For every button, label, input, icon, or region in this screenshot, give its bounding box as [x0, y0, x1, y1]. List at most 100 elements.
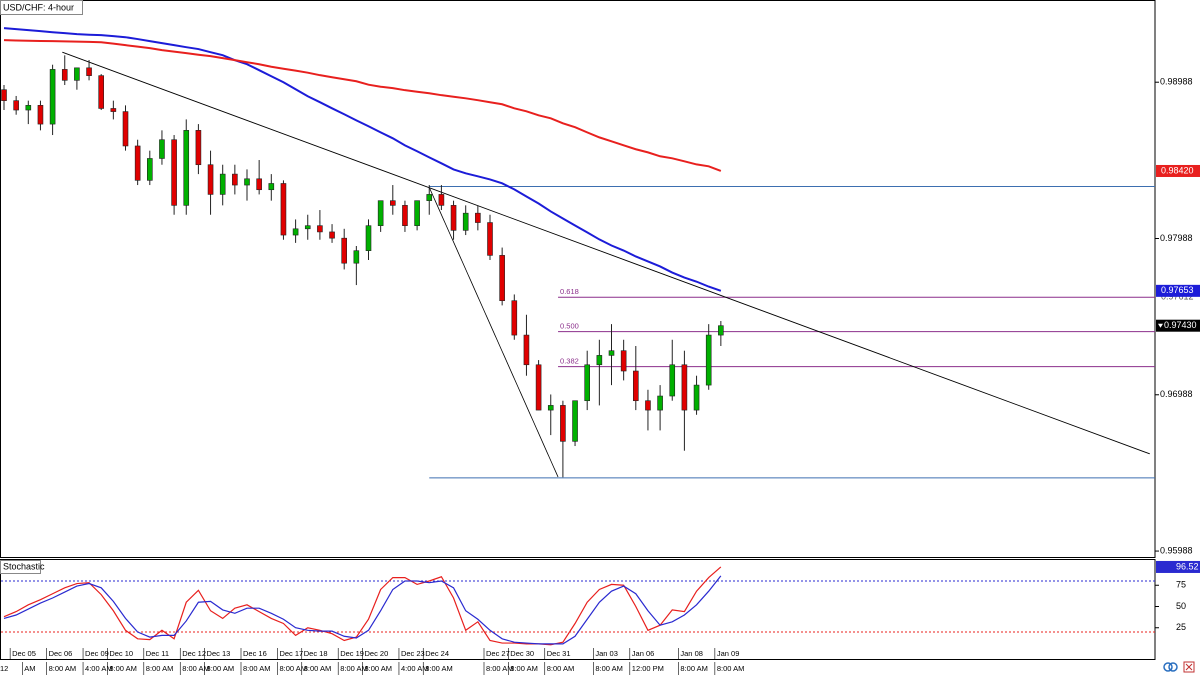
ma-price-label: 0.98420 [1161, 165, 1194, 175]
candle-body [37, 105, 44, 125]
candle-body [49, 69, 56, 125]
candle-body [317, 225, 323, 233]
x-tick-label: Dec 18 [304, 649, 328, 658]
candle-body [584, 364, 591, 402]
candle-body [389, 200, 396, 206]
x-tick-label: Dec 17 [279, 649, 303, 658]
time-label: 8:00 AM [680, 664, 708, 673]
stochastic-line [3, 575, 722, 645]
candle-body [632, 370, 639, 402]
candle-body [620, 350, 627, 372]
time-label: 8:00 AM [207, 664, 235, 673]
time-label: 8:00 AM [486, 664, 514, 673]
candle-body [572, 400, 578, 442]
moving-average [3, 39, 722, 172]
time-label: 8:00 AM [365, 664, 393, 673]
indicator-title-box [0, 560, 41, 574]
candle-body [171, 139, 177, 206]
time-label: 8:00 AM [304, 664, 332, 673]
candle-body [438, 194, 445, 206]
current-price-box [1156, 319, 1200, 332]
link-icon [1168, 662, 1178, 672]
candle-body [681, 364, 688, 411]
time-label: 12 [0, 664, 8, 673]
moving-average [3, 27, 722, 292]
time-label: 8:00 AM [595, 664, 623, 673]
candle-body [596, 355, 603, 366]
toolbar-icons [1163, 661, 1195, 673]
title-box [0, 0, 83, 15]
time-label: 8:00 AM [510, 664, 538, 673]
candle-body [329, 231, 335, 239]
ma-price-label-box [1156, 164, 1200, 177]
candle-body [608, 350, 615, 356]
x-tick-label: Dec 20 [365, 649, 389, 658]
candle-body [256, 178, 262, 191]
y-tick-label: 25 [1176, 622, 1186, 632]
stochastic-panel [0, 559, 1156, 660]
indicator-title: Stochastic [3, 561, 45, 571]
candle-body [657, 395, 663, 411]
candle-body [244, 178, 250, 186]
candle-body [219, 173, 226, 195]
y-tick-label: 0.98988 [1160, 77, 1193, 87]
x-tick-label: Dec 27 [486, 649, 510, 658]
candle-body [268, 183, 275, 191]
candle-body [560, 405, 566, 442]
time-label: 8:00 AM [547, 664, 575, 673]
candle-body [353, 250, 360, 264]
x-tick-label: Dec 11 [146, 649, 169, 658]
time-label: 8:00 AM [109, 664, 137, 673]
candle-body [693, 384, 700, 411]
candle-body [183, 130, 190, 206]
close-icon-cross [1185, 663, 1193, 671]
candle-body [86, 67, 92, 76]
time-label: 12:00 PM [632, 664, 664, 673]
candle-body [74, 67, 80, 81]
candle-body [645, 400, 651, 411]
candle-body [535, 364, 542, 411]
close-icon [1183, 661, 1195, 673]
candle-body [195, 130, 202, 166]
candle-body [523, 334, 530, 366]
candle-body [669, 364, 676, 397]
fib-level-label: 0.500 [560, 322, 579, 331]
y-tick-label: 0.97988 [1160, 233, 1193, 243]
candle-body [1, 89, 7, 101]
time-label: 8:00 AM [425, 664, 453, 673]
candle-body [705, 334, 712, 386]
candle-body [341, 237, 348, 264]
x-tick-label: Jan 09 [717, 649, 740, 658]
x-tick-label: Dec 24 [425, 649, 449, 658]
stochastic-value-label: 96.52 [1176, 561, 1199, 571]
y-tick-label: 75 [1176, 580, 1186, 590]
stochastic-line [3, 566, 722, 646]
candle-body [147, 158, 153, 181]
price-panel [0, 0, 1156, 558]
x-tick-label: Dec 16 [243, 649, 267, 658]
candle-body [718, 325, 724, 336]
ma-price-label-box [1156, 284, 1200, 297]
x-tick-label: Dec 23 [401, 649, 425, 658]
candle-body [414, 200, 420, 226]
time-label: 8:00 AM [146, 664, 174, 673]
x-tick-label: Dec 19 [340, 649, 364, 658]
candle-body [377, 200, 384, 226]
link-icon [1163, 662, 1173, 672]
candle-body [122, 111, 129, 147]
candle-body [499, 255, 505, 301]
time-label: AM [24, 664, 35, 673]
candle-body [426, 194, 433, 201]
candle-body [61, 69, 68, 81]
time-label: 8:00 AM [279, 664, 307, 673]
x-tick-label: Dec 12 [182, 649, 206, 658]
candle-body [450, 205, 457, 231]
fib-anchor-line [428, 187, 559, 478]
candle-body [511, 300, 518, 336]
candle-body [280, 183, 287, 236]
candle-body [487, 222, 493, 256]
x-tick-label: Dec 30 [510, 649, 534, 658]
current-price-label: 0.97430 [1164, 320, 1197, 330]
ma-price-label: 0.97653 [1161, 285, 1194, 295]
